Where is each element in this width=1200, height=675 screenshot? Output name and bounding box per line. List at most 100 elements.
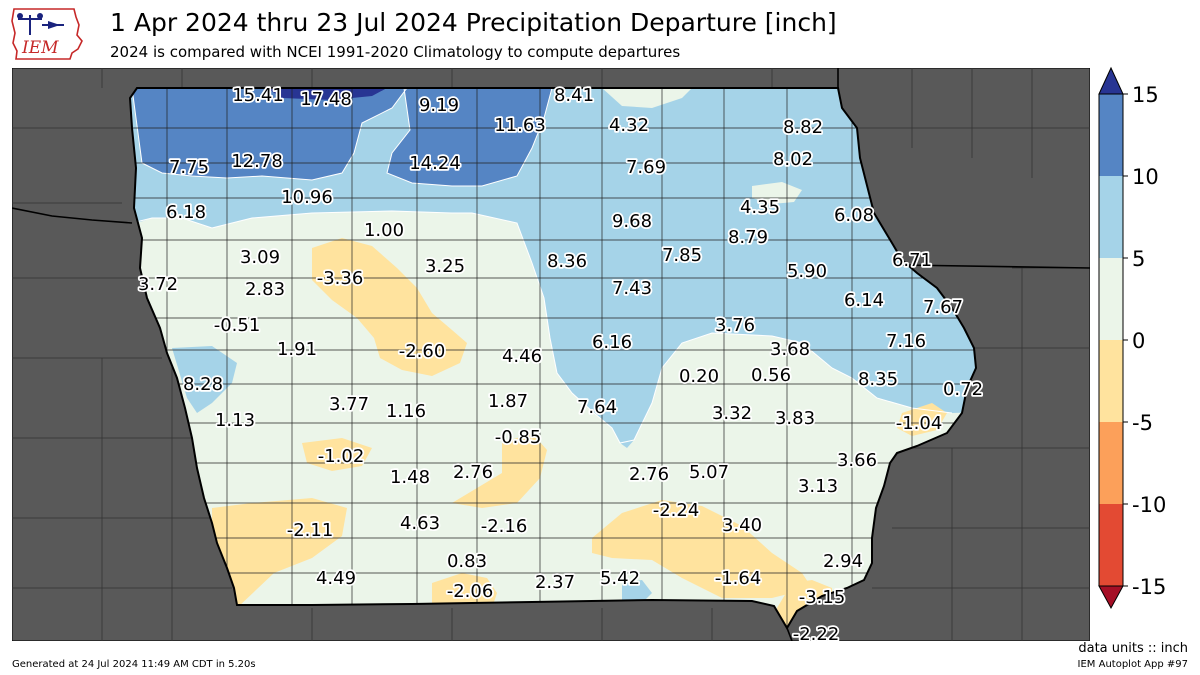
- map-value-label: -2.11: [287, 520, 334, 541]
- map-value-label: 2.94: [823, 551, 863, 572]
- map-value-label: 3.72: [138, 274, 178, 295]
- colorbar-tick-0: 0: [1132, 329, 1145, 353]
- colorbar-tick-15: 15: [1132, 83, 1159, 107]
- map-value-label: 0.72: [943, 379, 983, 400]
- generated-timestamp: Generated at 24 Jul 2024 11:49 AM CDT in…: [12, 659, 256, 670]
- map-value-label: 4.63: [400, 513, 440, 534]
- map-value-label: -2.24: [653, 500, 700, 521]
- map-value-label: 11.63: [494, 115, 546, 136]
- map-value-label: 0.56: [751, 365, 791, 386]
- map-value-label: 1.48: [390, 467, 430, 488]
- map-value-label: 5.42: [600, 568, 640, 589]
- map-value-label: -1.02: [318, 446, 365, 467]
- map-value-label: 3.32: [712, 403, 752, 424]
- chart-subtitle: 2024 is compared with NCEI 1991-2020 Cli…: [110, 43, 681, 61]
- map-value-label: 4.46: [502, 346, 542, 367]
- data-units-note: data units :: inch: [1078, 641, 1188, 656]
- colorbar-segment-minus10-minus5: [1099, 422, 1123, 504]
- contour-lines: [130, 88, 953, 444]
- map-value-label: 7.43: [612, 278, 652, 299]
- map-value-label: 6.71: [892, 250, 932, 271]
- map-value-label: 3.83: [775, 408, 815, 429]
- map-value-label: -2.22: [793, 624, 840, 641]
- map-value-label: 5.90: [787, 261, 827, 282]
- map-value-label: 4.49: [316, 568, 356, 589]
- map-value-label: -0.51: [214, 315, 261, 336]
- map-value-label: 4.32: [609, 115, 649, 136]
- map-value-label: 0.83: [447, 551, 487, 572]
- map-value-label: 5.07: [689, 462, 729, 483]
- chart-title: 1 Apr 2024 thru 23 Jul 2024 Precipitatio…: [110, 8, 837, 37]
- map-value-label: 9.68: [612, 211, 652, 232]
- map-value-label: 3.66: [837, 450, 877, 471]
- map-value-label: 8.82: [783, 117, 823, 138]
- map-value-label: 12.78: [231, 151, 283, 172]
- state-boundaries: [12, 68, 1090, 641]
- map-value-label: 4.35: [740, 197, 780, 218]
- map-value-label: 8.28: [183, 374, 223, 395]
- weather-station-icon: [17, 13, 64, 35]
- map-value-label: -1.64: [715, 568, 762, 589]
- map-value-label: 0.20: [679, 366, 719, 387]
- map-value-label: 1.00: [364, 220, 404, 241]
- map-value-label: 9.19: [419, 95, 459, 116]
- map-value-label: 7.69: [626, 157, 666, 178]
- map-value-label: -0.85: [495, 427, 542, 448]
- map-value-label: 1.91: [277, 339, 317, 360]
- map-value-label: 17.48: [300, 89, 352, 110]
- map-value-label: -3.36: [317, 268, 364, 289]
- colorbar-segment-10-15: [1099, 94, 1123, 176]
- map-value-label: 2.37: [535, 572, 575, 593]
- iowa-state-outline: [128, 87, 978, 630]
- map-value-label: 3.40: [722, 515, 762, 536]
- map-value-label: -2.60: [399, 341, 446, 362]
- map-value-label: 1.16: [386, 401, 426, 422]
- map-value-label: 1.87: [488, 391, 528, 412]
- map-value-label: 7.64: [577, 397, 617, 418]
- map-value-label: 2.83: [245, 279, 285, 300]
- map-value-label: 15.41: [232, 85, 284, 106]
- map-value-label: 8.35: [858, 369, 898, 390]
- map-value-label: 7.67: [923, 297, 963, 318]
- map-value-label: 3.76: [715, 315, 755, 336]
- map-value-label: -3.15: [799, 587, 846, 608]
- map-value-label: 8.41: [554, 85, 594, 106]
- map-value-label: 3.68: [770, 339, 810, 360]
- map-value-label: -2.16: [481, 516, 528, 537]
- colorbar-bottom-arrow: [1098, 585, 1124, 610]
- map-value-label: 14.24: [409, 153, 461, 174]
- map-value-label: 8.79: [728, 227, 768, 248]
- map-value-label: -1.04: [896, 413, 943, 434]
- neighbor-county-lines: [12, 68, 1090, 641]
- map-value-label: 8.36: [547, 251, 587, 272]
- map-value-label: -2.06: [447, 581, 494, 602]
- iem-logo: IEM: [11, 8, 83, 60]
- map-value-label: 2.76: [453, 462, 493, 483]
- map-value-label: 2.76: [629, 464, 669, 485]
- colorbar-segment-5-10: [1099, 176, 1123, 258]
- colorbar-tick-minus15: -15: [1132, 575, 1166, 599]
- colorbar-tick-10: 10: [1132, 165, 1159, 189]
- map-value-label: 6.16: [592, 332, 632, 353]
- map-value-label: 1.13: [215, 410, 255, 431]
- map-value-label: 7.85: [662, 245, 702, 266]
- map-value-label: 10.96: [281, 187, 333, 208]
- map-value-label: 8.02: [773, 149, 813, 170]
- map-value-label: 6.18: [166, 202, 206, 223]
- map-value-label: 3.13: [798, 476, 838, 497]
- map-value-label: 6.14: [844, 290, 884, 311]
- precip-departure-map: 15.41 17.48 9.19 8.41 11.63 4.32 8.82 7.75 12.78…: [12, 68, 1090, 641]
- map-value-label: 3.25: [425, 256, 465, 277]
- autoplot-app-id: IEM Autoplot App #97: [1077, 659, 1188, 670]
- map-value-label: 3.77: [329, 394, 369, 415]
- colorbar-tick-minus10: -10: [1132, 493, 1166, 517]
- map-value-label: 3.09: [240, 247, 280, 268]
- colorbar-tick-minus5: -5: [1132, 411, 1153, 435]
- station-value-labels: 15.41 17.48 9.19 8.41 11.63 4.32 8.82 7.75 12.78…: [136, 83, 985, 641]
- colorbar: 15 10 5 0 -5 -10 -15: [1098, 66, 1166, 610]
- map-value-label: 6.08: [834, 205, 874, 226]
- map-value-label: 7.16: [886, 331, 926, 352]
- colorbar-segment-0-5: [1099, 258, 1123, 340]
- map-value-label: 7.75: [169, 157, 209, 178]
- svg-text:IEM: IEM: [21, 38, 59, 58]
